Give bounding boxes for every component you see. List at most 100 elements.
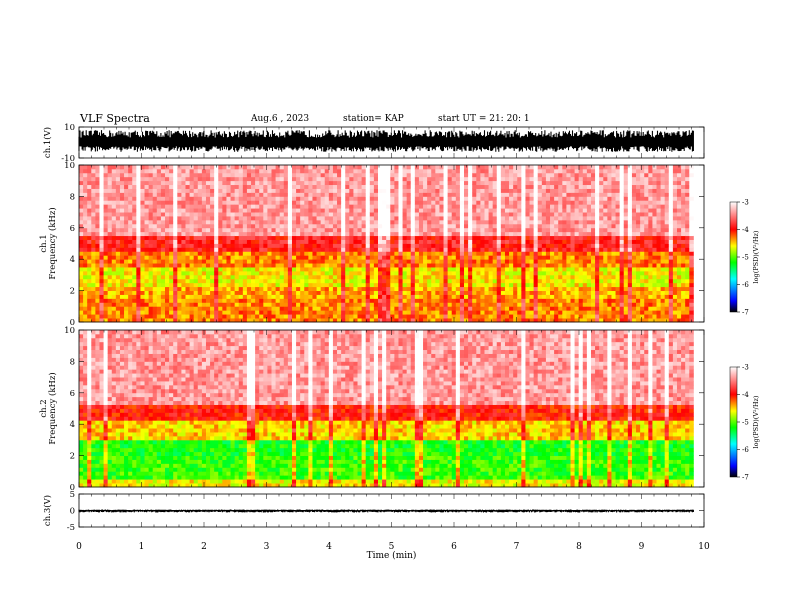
heatmap-cell xyxy=(181,298,186,303)
heatmap-cell xyxy=(390,223,395,229)
heatmap-cell xyxy=(148,188,154,193)
heatmap-cell xyxy=(267,172,272,178)
heatmap-cell xyxy=(328,251,334,256)
heatmap-cell xyxy=(443,231,449,237)
heatmap-cell xyxy=(382,227,387,233)
heatmap-cell xyxy=(492,231,498,237)
heatmap-cell xyxy=(287,294,293,299)
heatmap-cell xyxy=(205,235,211,240)
heatmap-cell xyxy=(255,172,260,178)
heatmap-cell xyxy=(291,294,297,299)
heatmap-cell xyxy=(210,180,215,186)
heatmap-cell xyxy=(99,176,104,182)
heatmap-cell xyxy=(136,247,141,252)
heatmap-cell xyxy=(251,212,256,217)
heatmap-cell xyxy=(488,282,494,288)
heatmap-cell xyxy=(271,306,276,311)
heatmap-cell xyxy=(173,184,178,189)
heatmap-cell xyxy=(79,196,84,201)
heatmap-cell xyxy=(87,302,92,307)
heatmap-cell xyxy=(287,318,293,323)
heatmap-cell xyxy=(271,188,276,193)
heatmap-cell xyxy=(103,298,109,303)
heatmap-cell xyxy=(468,259,473,264)
heatmap-cell xyxy=(365,251,371,256)
heatmap-cell xyxy=(406,176,412,182)
heatmap-cell xyxy=(550,216,555,221)
heatmap-cell xyxy=(91,200,96,205)
heatmap-cell xyxy=(181,172,186,178)
heatmap-cell xyxy=(111,219,117,225)
heatmap-cell xyxy=(378,239,383,244)
heatmap-cell xyxy=(156,192,162,197)
heatmap-cell xyxy=(169,314,174,319)
heatmap-cell xyxy=(140,227,145,233)
heatmap-cell xyxy=(197,200,203,205)
heatmap-cell xyxy=(205,200,211,205)
heatmap-cell xyxy=(320,263,326,268)
heatmap-cell xyxy=(345,270,350,276)
heatmap-cell xyxy=(435,310,440,315)
heatmap-cell xyxy=(562,298,567,303)
heatmap-cell xyxy=(177,274,182,280)
heatmap-cell xyxy=(169,290,174,295)
heatmap-cell xyxy=(427,168,432,174)
heatmap-cell xyxy=(181,318,186,323)
heatmap-cell xyxy=(439,192,444,197)
heatmap-cell xyxy=(91,306,96,311)
heatmap-cell xyxy=(144,263,150,268)
heatmap-cell xyxy=(537,259,543,264)
heatmap-cell xyxy=(300,212,305,217)
heatmap-cell xyxy=(459,200,465,205)
heatmap-cell xyxy=(361,200,367,205)
heatmap-cell xyxy=(185,286,190,292)
heatmap-cell xyxy=(476,223,481,229)
heatmap-cell xyxy=(418,200,424,205)
heatmap-cell xyxy=(99,243,104,248)
heatmap-cell xyxy=(300,267,305,272)
heatmap-cell xyxy=(353,270,358,276)
heatmap-cell xyxy=(541,306,547,311)
heatmap-cell xyxy=(537,235,543,240)
heatmap-cell xyxy=(365,270,371,276)
heatmap-cell xyxy=(242,306,248,311)
heatmap-cell xyxy=(513,306,518,311)
heatmap-cell xyxy=(439,180,444,186)
heatmap-cell xyxy=(156,290,162,295)
heatmap-cell xyxy=(554,212,559,217)
heatmap-cell xyxy=(291,208,297,213)
heatmap-cell xyxy=(566,204,571,209)
heatmap-cell xyxy=(369,200,375,205)
heatmap-cell xyxy=(320,188,326,193)
heatmap-cell xyxy=(328,227,334,233)
heatmap-cell xyxy=(488,290,494,295)
heatmap-cell xyxy=(283,188,289,193)
heatmap-cell xyxy=(464,196,469,201)
heatmap-cell xyxy=(222,263,227,268)
heatmap-cell xyxy=(111,188,117,193)
heatmap-cell xyxy=(378,318,383,323)
heatmap-cell xyxy=(169,212,174,217)
heatmap-cell xyxy=(423,176,428,182)
heatmap-cell xyxy=(423,314,428,319)
heatmap-cell xyxy=(279,278,285,284)
heatmap-cell xyxy=(455,282,461,288)
heatmap-cell xyxy=(378,282,383,288)
heatmap-cell xyxy=(222,200,227,205)
heatmap-cell xyxy=(504,274,510,280)
heatmap-cell xyxy=(156,235,162,240)
heatmap-cell xyxy=(246,247,252,252)
heatmap-cell xyxy=(414,318,420,323)
heatmap-cell xyxy=(427,227,432,233)
heatmap-cell xyxy=(279,165,285,170)
heatmap-cell xyxy=(144,212,150,217)
heatmap-cell xyxy=(136,239,141,244)
heatmap-cell xyxy=(554,310,559,315)
heatmap-cell xyxy=(545,216,551,221)
heatmap-cell xyxy=(373,251,379,256)
heatmap-cell xyxy=(107,184,113,189)
heatmap-cell xyxy=(263,239,268,244)
heatmap-cell xyxy=(455,172,461,178)
heatmap-cell xyxy=(504,168,510,174)
heatmap-cell xyxy=(369,165,375,170)
